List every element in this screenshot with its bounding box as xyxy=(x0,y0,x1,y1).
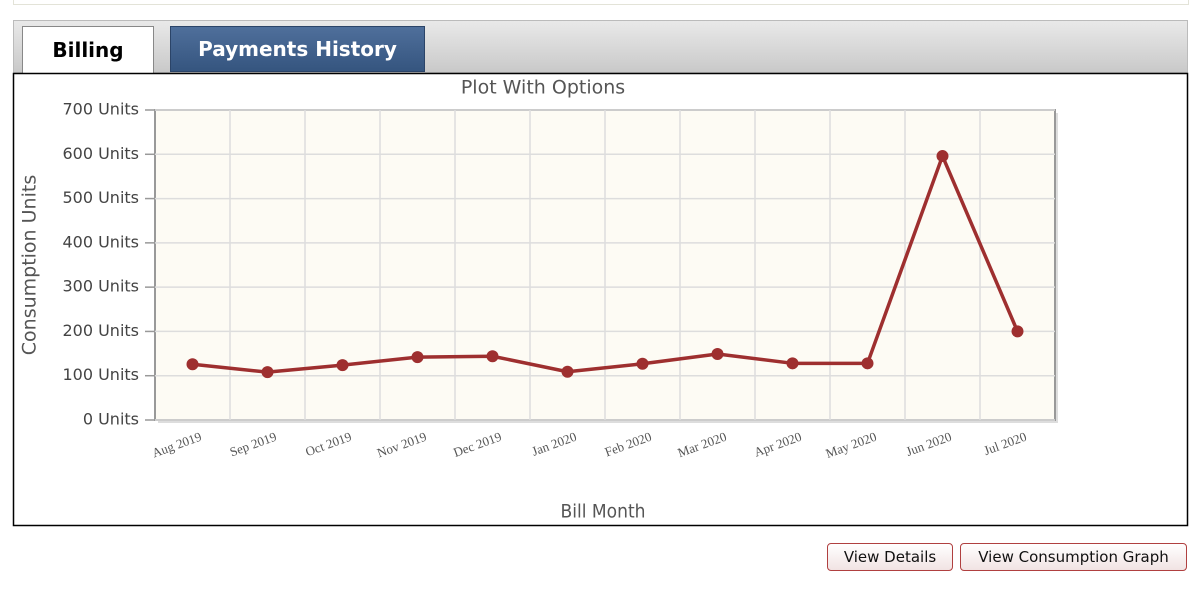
y-tick-label: 100 Units xyxy=(62,365,139,384)
point xyxy=(861,357,874,370)
point xyxy=(1011,325,1024,338)
point xyxy=(486,350,499,363)
point xyxy=(711,348,724,361)
button[interactable]: View Details xyxy=(827,543,953,571)
point xyxy=(411,351,424,364)
point xyxy=(261,366,274,379)
tab[interactable]: Billing xyxy=(22,26,154,73)
point xyxy=(786,357,799,370)
y-tick-label: 700 Units xyxy=(62,100,139,119)
top-panel xyxy=(13,0,1189,5)
y-tick-label: 300 Units xyxy=(62,277,139,296)
y-tick-label: 400 Units xyxy=(62,232,139,251)
chart-title: Plot With Options xyxy=(461,77,625,99)
point xyxy=(186,358,199,371)
y-tick-label: 500 Units xyxy=(62,188,139,207)
y-tick-label: 200 Units xyxy=(62,321,139,340)
point xyxy=(936,150,949,163)
tab[interactable]: Payments History xyxy=(170,26,425,72)
point xyxy=(636,357,649,370)
y-tick-label: 0 Units xyxy=(83,410,139,429)
line xyxy=(192,154,1020,374)
point xyxy=(561,365,574,378)
x-axis-title: Bill Month xyxy=(561,501,646,523)
point xyxy=(336,359,349,372)
button[interactable]: View Consumption Graph xyxy=(960,543,1187,571)
y-axis-title: Consumption Units xyxy=(19,175,41,355)
y-tick-label: 600 Units xyxy=(62,144,139,163)
